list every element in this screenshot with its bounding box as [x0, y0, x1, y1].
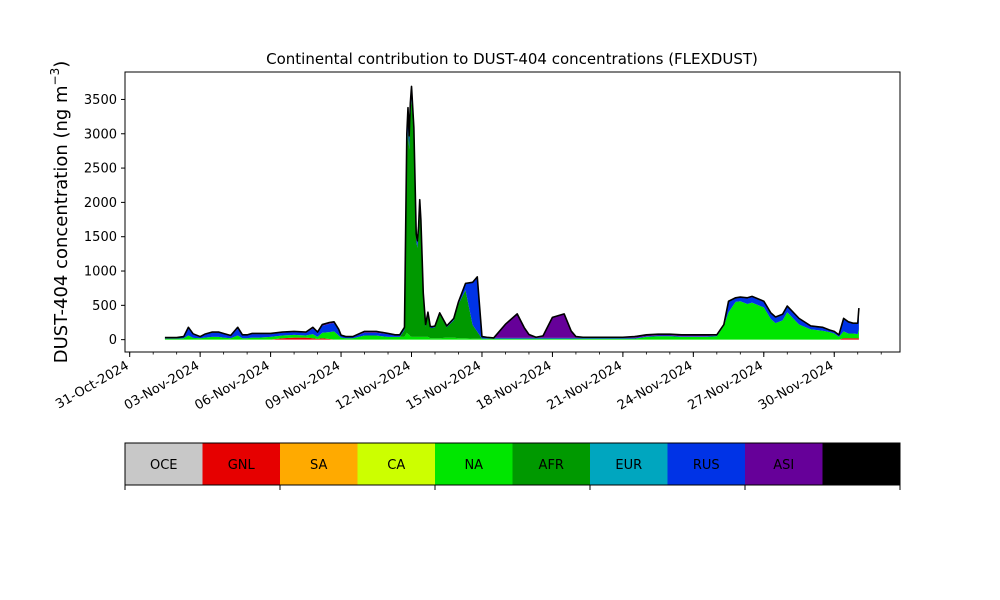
- legend-swatch-ca: [357, 443, 436, 485]
- x-tick-label: 31-Oct-2024: [53, 358, 131, 412]
- legend-label-eur: EUR: [615, 458, 642, 473]
- x-axis: 31-Oct-202403-Nov-202406-Nov-202409-Nov-…: [53, 352, 882, 413]
- y-tick-label: 2500: [84, 162, 117, 177]
- legend-swatch-eur: [590, 443, 668, 485]
- area-rus: [164, 86, 859, 339]
- x-tick-label: 21-Nov-2024: [545, 358, 625, 413]
- y-axis-label-close: ): [51, 61, 72, 68]
- legend-label-rus: RUS: [693, 458, 720, 473]
- y-tick-label: 2000: [84, 196, 117, 211]
- legend-swatch-rus: [667, 443, 746, 485]
- x-tick-label: 27-Nov-2024: [686, 358, 766, 413]
- y-tick-label: 3000: [84, 127, 117, 142]
- y-axis-label-text: DUST-404 concentration (ng m: [51, 85, 72, 363]
- x-tick-label: 03-Nov-2024: [122, 358, 202, 413]
- chart-title: Continental contribution to DUST-404 con…: [266, 50, 758, 68]
- y-tick-label: 1000: [84, 265, 117, 280]
- legend-label-na: NA: [464, 458, 483, 473]
- x-tick-label: 30-Nov-2024: [756, 358, 836, 413]
- x-tick-label: 15-Nov-2024: [404, 358, 484, 413]
- y-tick-label: 3500: [84, 93, 117, 108]
- legend-label-aus: AUS: [848, 458, 875, 473]
- legend-swatch-oce: [125, 443, 203, 485]
- legend-frame: [124, 442, 901, 486]
- y-tick-label: 0: [109, 333, 117, 348]
- x-tick-label: 06-Nov-2024: [192, 358, 272, 413]
- y-tick-label: 1500: [84, 230, 117, 245]
- area-layers: [164, 86, 859, 340]
- x-tick-label: 18-Nov-2024: [474, 358, 554, 413]
- legend-label-afr: AFR: [539, 458, 564, 473]
- legend-swatch-sa: [280, 443, 358, 485]
- legend-label-gnl: GNL: [228, 458, 256, 473]
- legend-swatch-gnl: [202, 443, 281, 485]
- area-gnl: [164, 337, 859, 340]
- total-line: [164, 85, 860, 339]
- legend-label-oce: OCE: [150, 458, 178, 473]
- x-tick-label: 24-Nov-2024: [615, 358, 695, 413]
- y-axis: 0 500 1000 1500 2000 2500 3000 3500: [84, 93, 125, 348]
- x-tick-label: 09-Nov-2024: [263, 358, 343, 413]
- y-axis-label: DUST-404 concentration (ng m−3): [48, 61, 72, 364]
- y-tick-label: 500: [92, 299, 117, 314]
- legend-label-ca: CA: [387, 458, 405, 473]
- plot-frame: [124, 71, 901, 353]
- legend-label-asi: ASI: [773, 458, 794, 473]
- legend-label-sa: SA: [310, 458, 327, 473]
- legend-swatch-na: [435, 443, 513, 485]
- area-na: [164, 301, 859, 340]
- legend-swatch-afr: [512, 443, 591, 485]
- x-tick-label: 12-Nov-2024: [333, 358, 413, 413]
- total-line-layer: [164, 85, 860, 339]
- legend-swatch-aus: [822, 443, 901, 485]
- legend: OCE GNL SA CA NA AFR EUR RUS ASI AUS: [124, 442, 901, 490]
- y-axis-label-superscript: −3: [48, 68, 62, 86]
- legend-swatch-asi: [745, 443, 823, 485]
